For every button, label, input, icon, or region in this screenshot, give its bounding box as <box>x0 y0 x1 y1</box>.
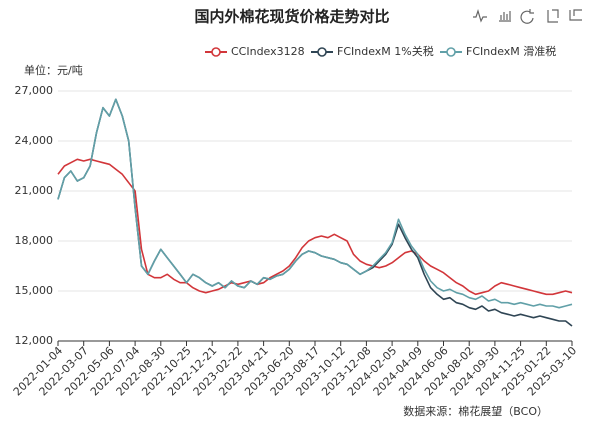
y-tick-label: 18,000 <box>15 234 54 247</box>
legend-marker <box>317 47 327 57</box>
y-tick-label: 15,000 <box>15 284 54 297</box>
tool-icon[interactable] <box>547 9 559 23</box>
y-tick-label: 24,000 <box>15 134 54 147</box>
tool-icon[interactable] <box>569 9 582 21</box>
legend-marker <box>211 47 221 57</box>
legend-label: FCIndexM 1%关税 <box>337 44 434 58</box>
y-tick-label: 21,000 <box>15 184 54 197</box>
y-tick-label: 27,000 <box>15 84 54 97</box>
series-line <box>57 158 573 296</box>
tool-icon[interactable] <box>499 11 511 22</box>
toolbox[interactable] <box>473 9 582 24</box>
tool-icon[interactable] <box>520 9 534 24</box>
legend-item[interactable]: CCIndex3128 <box>205 45 305 58</box>
y-tick-label: 12,000 <box>15 334 54 347</box>
legend-item[interactable]: FCIndexM 滑准税 <box>440 44 556 58</box>
series-line <box>57 98 573 309</box>
y-axis-label: 单位：元/吨 <box>24 63 83 77</box>
legend-label: FCIndexM 滑准税 <box>466 44 556 58</box>
tool-icon[interactable] <box>473 9 487 23</box>
legend-item[interactable]: FCIndexM 1%关税 <box>311 44 434 58</box>
legend-label: CCIndex3128 <box>231 45 305 58</box>
chart-title: 国内外棉花现货价格走势对比 <box>194 8 389 26</box>
legend-marker <box>446 47 456 57</box>
source-note: 数据来源：棉花展望（BCO） <box>403 404 548 418</box>
